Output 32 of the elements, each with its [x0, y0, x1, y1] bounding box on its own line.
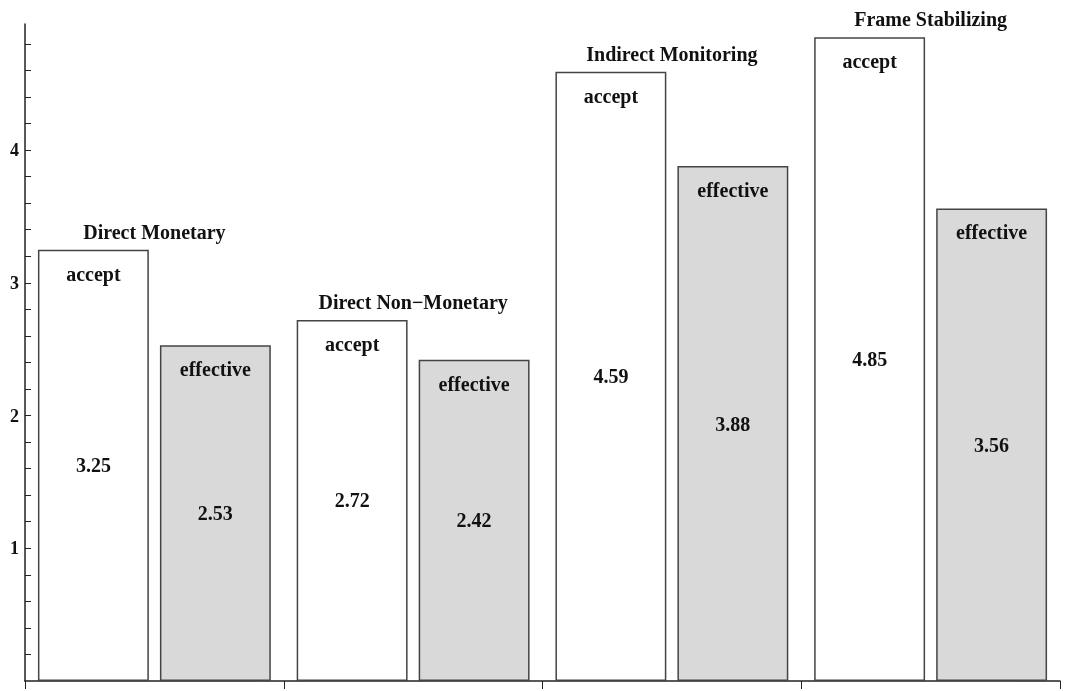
- data-label: 4.59: [593, 365, 629, 388]
- text: accept: [583, 84, 639, 107]
- bar: [936, 208, 1048, 681]
- text: effective: [697, 179, 769, 202]
- data-label: 3.88: [715, 412, 751, 435]
- series-label: effective: [179, 358, 252, 381]
- text: effective: [438, 372, 510, 395]
- bar: [418, 359, 530, 681]
- x-tick-label: Frame Stabilizing: [854, 8, 1008, 32]
- bar: [159, 345, 271, 681]
- data-label: 2.42: [456, 509, 492, 532]
- x-tick-label: Direct Non−Monetary: [318, 290, 508, 314]
- text: effective: [956, 221, 1028, 244]
- bar: [37, 249, 149, 681]
- data-label: 2.53: [197, 502, 233, 525]
- text: accept: [324, 332, 380, 355]
- data-label: 4.85: [852, 348, 888, 371]
- bar: [296, 319, 408, 681]
- series-label: accept: [66, 262, 121, 286]
- bar: [814, 37, 926, 681]
- x-tick-label: Direct Monetary: [83, 220, 226, 244]
- x-tick-label: Indirect Monitoring: [586, 42, 758, 66]
- y-tick-label: 1: [10, 538, 19, 559]
- y-tick-label: 3: [10, 272, 19, 293]
- text: accept: [842, 50, 897, 73]
- data-label: 2.72: [334, 489, 370, 512]
- data-label: 3.25: [75, 454, 111, 477]
- y-tick-label: 4: [10, 140, 19, 161]
- bar: [555, 71, 667, 681]
- bar: [677, 166, 789, 681]
- y-tick-label: 2: [10, 405, 19, 426]
- data-label: 3.56: [974, 433, 1010, 456]
